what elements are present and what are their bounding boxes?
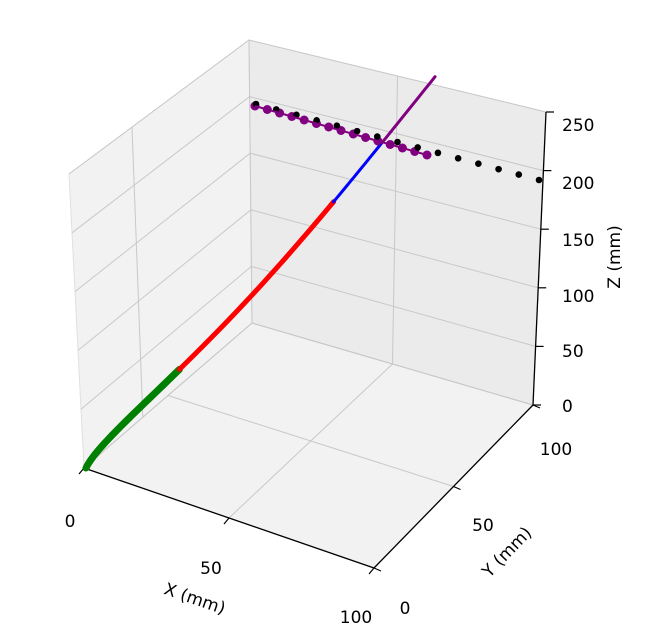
y-tick-label-50: 50	[472, 516, 494, 536]
y-tick-label-100: 100	[540, 440, 572, 460]
x-axis-line	[83, 467, 375, 569]
series-point	[353, 127, 361, 135]
x-tick-label-0: 0	[65, 512, 76, 532]
z-tick-label-250: 250	[562, 116, 594, 136]
z-axis-line	[532, 111, 547, 406]
series-point	[454, 154, 462, 162]
z-gridline	[68, 39, 547, 175]
pane-gridline	[248, 39, 253, 324]
series-layer	[82, 75, 543, 472]
z-axis-label: Z (mm)	[605, 225, 625, 288]
x-tick	[223, 517, 230, 525]
y-tick-label-0: 0	[400, 599, 411, 619]
z-tick-label-100: 100	[562, 287, 594, 307]
series-point	[434, 149, 442, 157]
series-point	[373, 133, 381, 140]
series-point	[333, 122, 341, 130]
x-tick-label-100: 100	[340, 608, 372, 628]
series-point	[535, 176, 543, 184]
series-line	[176, 199, 337, 372]
z-gridline	[83, 322, 534, 469]
z-gridline	[77, 209, 539, 351]
z-gridline	[74, 152, 541, 292]
x-axis-label: X (mm)	[161, 579, 227, 619]
z-gridline	[80, 265, 536, 410]
z-gridline	[71, 96, 544, 234]
series-point	[394, 138, 401, 146]
series-point	[414, 144, 422, 151]
series-line	[332, 140, 385, 204]
series-point	[495, 165, 502, 173]
series-line	[381, 75, 437, 144]
y-tick	[453, 485, 461, 491]
y-tick	[373, 567, 382, 572]
series-point	[313, 116, 320, 124]
x-tick	[368, 567, 375, 575]
x-tick-label-50: 50	[200, 559, 222, 579]
y-axis-line	[373, 404, 534, 569]
z-tick-label-200: 200	[562, 174, 594, 194]
series-point	[515, 171, 523, 178]
z-tick-label-0: 0	[562, 397, 573, 417]
z-tick-label-150: 150	[562, 231, 594, 251]
y-gridline	[167, 395, 454, 487]
series-point	[252, 100, 260, 108]
series-line	[82, 365, 183, 472]
series-line	[254, 105, 428, 156]
pane-gridline	[131, 127, 144, 418]
series-point	[475, 160, 482, 168]
z-tick-label-50: 50	[562, 342, 584, 362]
